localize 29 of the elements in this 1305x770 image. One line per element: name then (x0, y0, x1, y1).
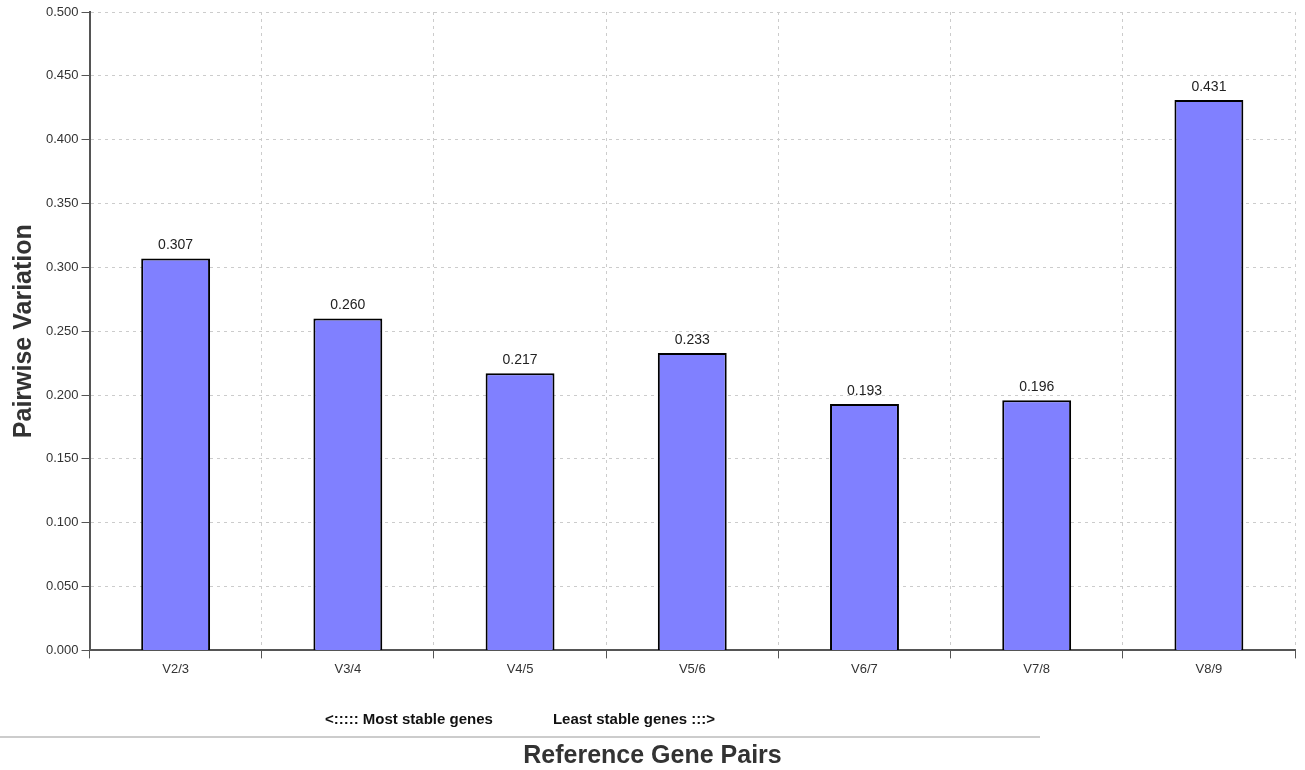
data-label: 0.217 (502, 351, 538, 368)
x-tick-label: V4/5 (506, 660, 534, 676)
y-tick-label: 0.100 (45, 514, 79, 530)
x-tick-label: V2/3 (162, 660, 190, 676)
x-tick-label: V7/8 (1023, 660, 1051, 676)
y-tick-label: 0.000 (45, 641, 79, 657)
y-tick-label: 0.400 (45, 131, 79, 147)
y-tick-label: 0.200 (45, 386, 79, 402)
data-label: 0.431 (1191, 77, 1227, 94)
y-tick-label: 0.050 (45, 578, 79, 594)
data-label: 0.196 (1019, 378, 1055, 395)
text: <::::: Most stable genes (324, 709, 493, 727)
x-axis-title: Reference Gene Pairs (522, 740, 783, 769)
data-label: 0.260 (330, 296, 366, 313)
x-tick-label: V5/6 (678, 660, 706, 676)
data-label: 0.233 (674, 330, 710, 347)
y-tick-label: 0.300 (45, 258, 79, 274)
data-label: 0.193 (846, 381, 883, 398)
data-label: 0.307 (158, 236, 194, 253)
y-tick-label: 0.350 (45, 195, 79, 211)
y-tick-label: 0.500 (45, 3, 79, 19)
y-tick-label: 0.150 (45, 450, 79, 466)
y-axis-title: Pairwise Variation (7, 224, 36, 439)
x-tick-label: V6/7 (851, 660, 878, 676)
y-tick-label: 0.450 (45, 67, 79, 83)
y-tick-label: 0.250 (45, 322, 79, 338)
x-tick-label: V3/4 (334, 660, 362, 676)
text: Least stable genes :::> (552, 709, 716, 727)
x-tick-label: V8/9 (1195, 660, 1223, 676)
